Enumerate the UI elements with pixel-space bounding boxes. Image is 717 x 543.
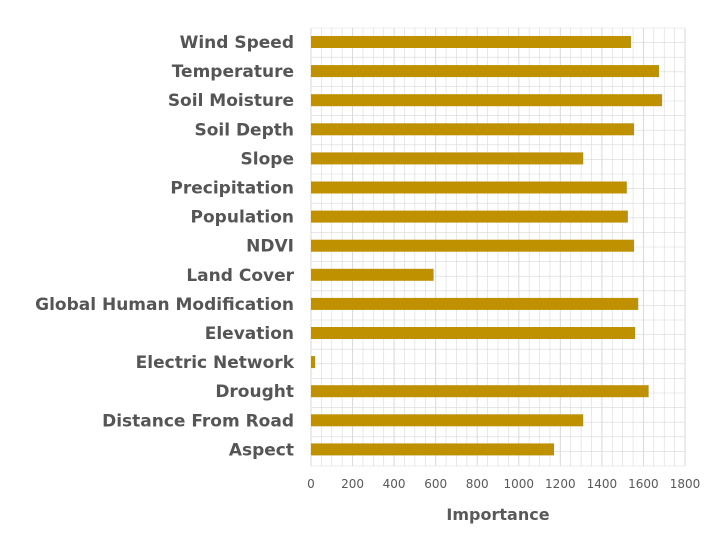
x-tick-label: 200 — [341, 477, 364, 491]
category-label: Distance From Road — [102, 411, 294, 431]
bar — [311, 240, 634, 252]
bar — [311, 211, 628, 223]
category-labels: Wind Speed Temperature Soil Moisture Soil D… — [35, 33, 295, 460]
category-label: Population — [191, 208, 294, 228]
bars — [311, 36, 662, 455]
x-tick-label: 1000 — [504, 477, 535, 491]
bar — [311, 298, 638, 310]
bar — [311, 36, 631, 48]
category-label: Soil Moisture — [168, 91, 294, 111]
bar — [311, 414, 583, 426]
bar — [311, 94, 662, 106]
x-tick-labels: 0 200 400 600 800 1000 1200 1400 1600 1800 — [307, 477, 700, 491]
bar — [311, 182, 627, 194]
bar — [311, 269, 434, 281]
bar — [311, 327, 635, 339]
category-label: Precipitation — [170, 179, 294, 199]
x-tick-label: 1800 — [670, 477, 701, 491]
x-axis-title: Importance — [446, 505, 549, 524]
x-tick-label: 1400 — [587, 477, 618, 491]
bar — [311, 443, 554, 455]
category-label: Electric Network — [136, 353, 295, 373]
category-label: Soil Depth — [194, 120, 294, 140]
category-label: Global Human Modification — [35, 295, 294, 315]
x-tick-label: 400 — [383, 477, 406, 491]
x-tick-label: 800 — [466, 477, 489, 491]
bar — [311, 385, 649, 397]
category-label: Aspect — [229, 440, 294, 460]
bar — [311, 123, 634, 135]
category-label: Land Cover — [186, 266, 294, 286]
bar — [311, 356, 315, 368]
category-label: NDVI — [246, 237, 294, 257]
category-label: Wind Speed — [180, 33, 294, 53]
bar — [311, 152, 583, 164]
x-tick-label: 600 — [424, 477, 447, 491]
category-label: Drought — [215, 382, 294, 402]
x-tick-label: 0 — [307, 477, 315, 491]
category-label: Elevation — [205, 324, 294, 344]
x-tick-label: 1600 — [628, 477, 659, 491]
category-label: Slope — [241, 149, 294, 169]
category-label: Temperature — [172, 62, 294, 82]
x-tick-label: 1200 — [545, 477, 576, 491]
bar — [311, 65, 659, 77]
